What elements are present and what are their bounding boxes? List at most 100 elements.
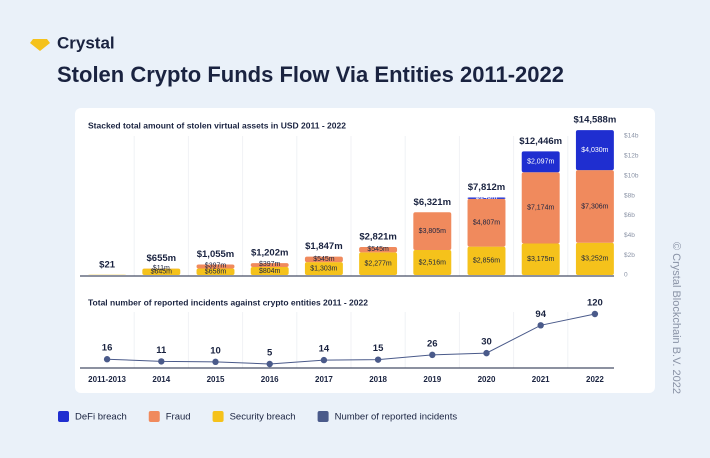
- incident-point: [212, 358, 219, 366]
- incident-point: [103, 356, 111, 363]
- value-label: $7,306m: [581, 203, 608, 210]
- bar-segment: [467, 198, 506, 247]
- value-label: $545m: [313, 256, 335, 263]
- value-label: 120: [587, 298, 603, 309]
- bar-segment: [304, 262, 343, 275]
- x-tick-label: 2021: [532, 375, 550, 384]
- x-tick-label: 2019: [423, 375, 441, 384]
- x-tick-label: 2016: [261, 375, 279, 384]
- value-label: 94: [535, 309, 546, 320]
- legend-swatch: [58, 411, 69, 422]
- value-label: $397m: [259, 261, 281, 268]
- value-label: 15: [373, 343, 384, 354]
- legend-swatch: [148, 411, 160, 422]
- total-label: $6,321m: [414, 197, 452, 208]
- value-label: $658m: [205, 269, 227, 276]
- bar-segment: [196, 264, 235, 269]
- value-label: $2,516m: [419, 259, 446, 266]
- total-label: $2,821m: [359, 232, 397, 243]
- value-label: $3,805m: [419, 228, 446, 235]
- copyright: © Crystal Blockchain B.V. 2022: [670, 242, 682, 394]
- bar-segment: [250, 267, 289, 275]
- bar-segment: [467, 197, 506, 199]
- brand-logo: [30, 39, 50, 51]
- bar-segment: [196, 268, 235, 275]
- value-label: 16: [102, 343, 113, 354]
- bar-segment: [521, 243, 560, 275]
- value-label: 10: [210, 345, 221, 356]
- y-tick-label: $12b: [624, 153, 639, 160]
- bar-segment: [250, 263, 289, 268]
- x-tick-label: 2015: [207, 375, 225, 384]
- y-tick-label: $14b: [624, 133, 639, 140]
- incident-point: [266, 360, 273, 368]
- value-label: $804m: [259, 268, 281, 275]
- bar-segment: [413, 250, 452, 275]
- x-tick-label: 2022: [586, 375, 604, 384]
- bar-segment: [359, 246, 398, 253]
- legend-label: Fraud: [166, 412, 191, 423]
- value-label: $545m: [367, 246, 389, 253]
- incident-point: [158, 358, 165, 365]
- bar-segment: [575, 242, 614, 275]
- total-label: $1,847m: [305, 241, 343, 252]
- incident-point: [320, 356, 328, 364]
- incident-point: [537, 322, 544, 329]
- value-label: $3,252m: [581, 256, 608, 263]
- value-label: $2,277m: [364, 261, 391, 268]
- value-label: 26: [427, 338, 438, 349]
- y-tick-label: 0: [624, 272, 628, 279]
- brand-name: Crystal: [57, 33, 115, 52]
- y-tick-label: $8b: [624, 192, 635, 199]
- legend-swatch: [317, 411, 329, 422]
- total-label: $14,588m: [574, 115, 617, 126]
- total-label: $12,446m: [519, 136, 562, 147]
- legend-label: Security breach: [230, 412, 296, 423]
- bar-segment: [304, 256, 343, 263]
- value-label: $397m: [205, 262, 227, 269]
- incident-point: [483, 349, 490, 357]
- incident-point: [591, 310, 599, 318]
- incident-line: [107, 313, 596, 365]
- bar-segment: [413, 212, 452, 251]
- y-tick-label: $4b: [624, 232, 635, 239]
- x-tick-label: 2014: [152, 375, 170, 384]
- value-label: 5: [267, 348, 273, 359]
- incident-point: [374, 356, 382, 363]
- value-label: $11m: [153, 265, 170, 272]
- value-label: 14: [319, 344, 330, 355]
- x-tick-label: 2018: [369, 375, 387, 384]
- value-label: $645m: [151, 269, 173, 276]
- value-label: $3,175m: [527, 256, 554, 263]
- y-tick-label: $6b: [624, 212, 635, 219]
- total-label: $1,055m: [197, 249, 235, 260]
- legend-swatch: [212, 411, 224, 422]
- value-label: $2,097m: [527, 159, 554, 166]
- bar-segment: [575, 170, 614, 243]
- x-tick-label: 2017: [315, 375, 333, 384]
- bar-segment: [575, 130, 614, 171]
- total-label: $655m: [147, 253, 177, 264]
- value-label: $1,303m: [310, 265, 337, 272]
- bar-segment: [521, 151, 560, 173]
- page-title: Stolen Crypto Funds Flow Via Entities 20…: [57, 62, 564, 87]
- value-label: $4,030m: [581, 147, 608, 154]
- total-label: $7,812m: [468, 182, 506, 193]
- value-label: $2,856m: [473, 258, 500, 265]
- total-label: $1,202m: [251, 248, 289, 259]
- value-label: $7,174m: [527, 205, 554, 212]
- value-label: 11: [156, 345, 167, 356]
- bar-segment: [521, 172, 560, 244]
- bar-segment: [359, 252, 398, 275]
- bar-segment: [467, 246, 506, 275]
- y-tick-label: $10b: [624, 172, 639, 179]
- incident-point: [429, 351, 436, 359]
- x-tick-label: 2011-2013: [88, 375, 126, 384]
- legend-label: DeFi breach: [75, 412, 127, 423]
- bar-segment: [142, 268, 181, 275]
- legend-label: Number of reported incidents: [335, 412, 458, 423]
- value-label: 30: [481, 337, 492, 348]
- line-subtitle: Total number of reported incidents again…: [88, 297, 368, 307]
- value-label: $149m: [476, 194, 498, 201]
